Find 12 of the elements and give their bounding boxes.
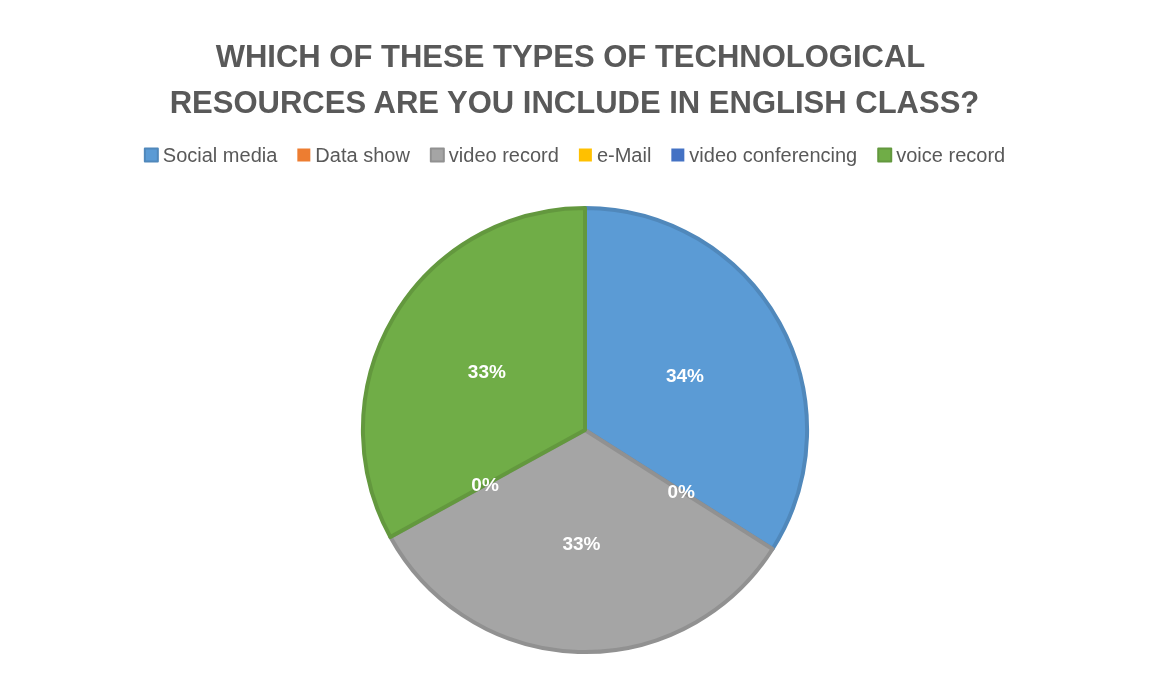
data-label: 33% xyxy=(562,533,601,555)
text: 0% xyxy=(471,474,499,496)
data-label: 33% xyxy=(467,361,506,383)
text: 0% xyxy=(667,480,696,502)
legend-label: video conferencing xyxy=(689,144,858,166)
legend-label: Data show xyxy=(315,144,411,166)
legend-label: voice record xyxy=(896,144,1006,166)
chart-title: WHICH OF THESE TYPES OF TECHNOLOGICAL RESOURCES ARE YOU INCLUDE IN ENGLISH CLASS? xyxy=(169,38,980,120)
data-label: 34% xyxy=(665,364,705,386)
legend-label: e-Mail xyxy=(596,144,652,166)
legend-label: Social media xyxy=(162,144,279,166)
legend-label: video record xyxy=(448,144,559,166)
